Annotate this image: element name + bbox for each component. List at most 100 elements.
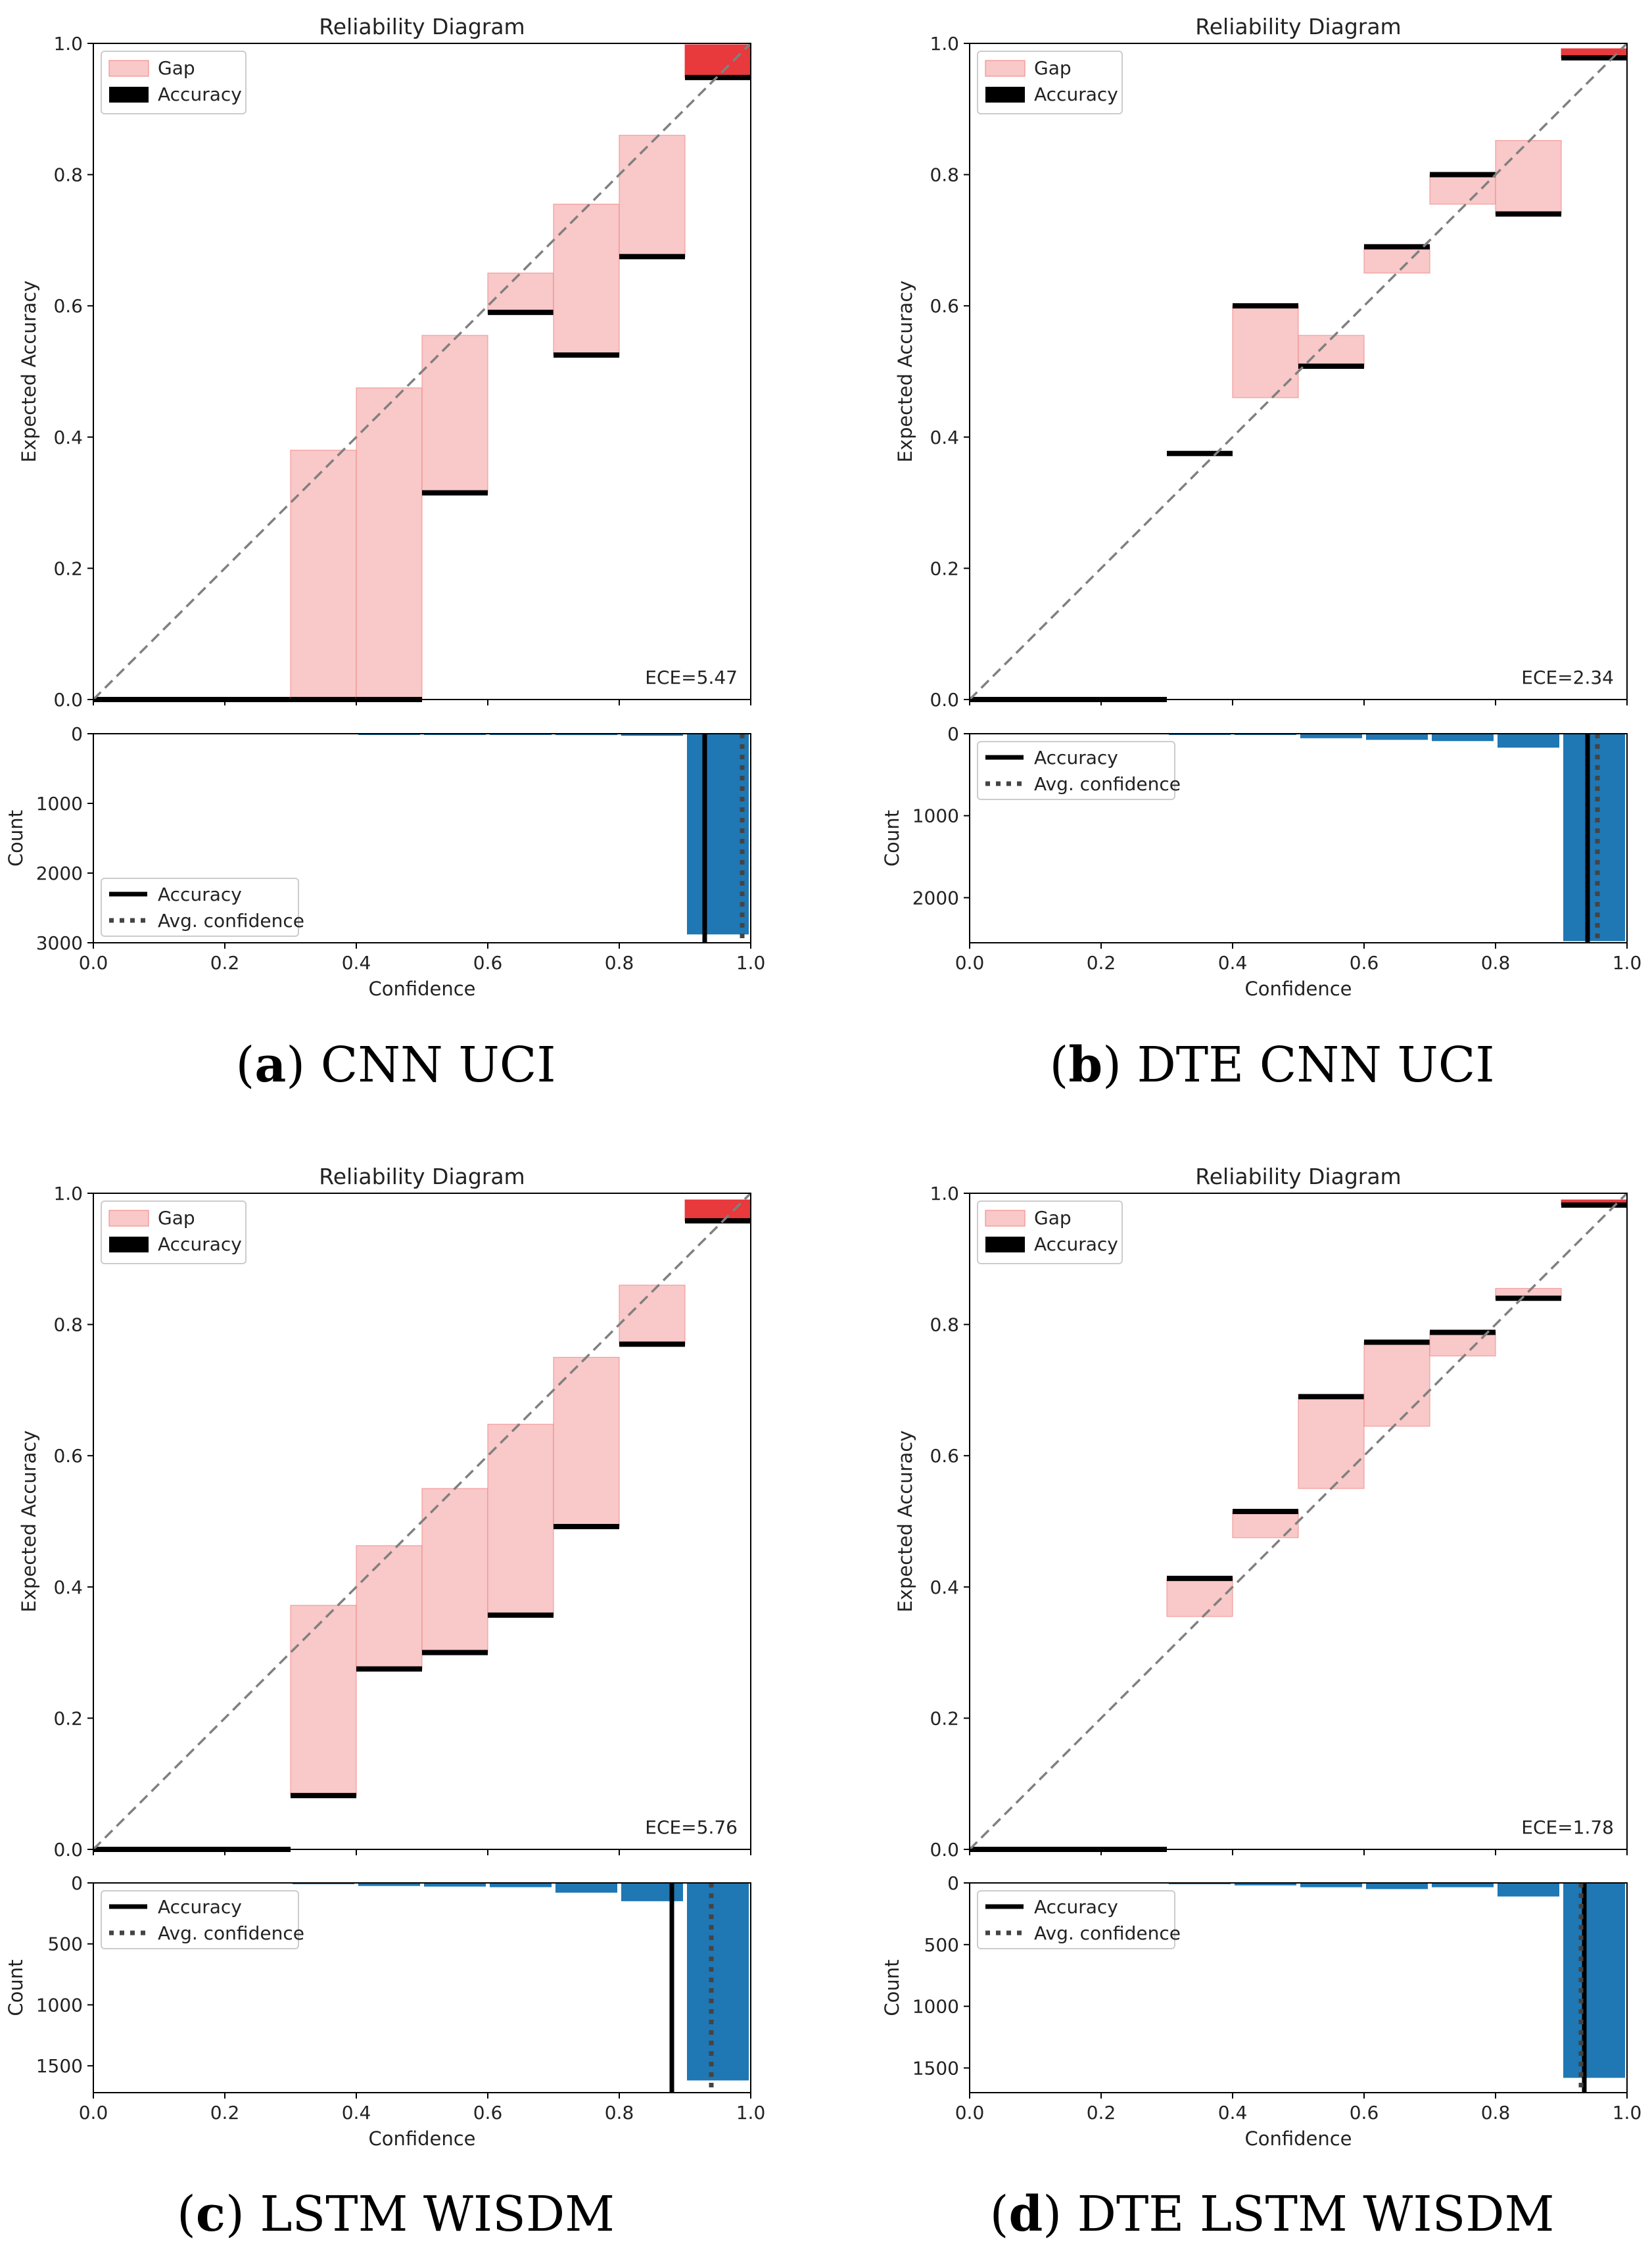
caption-close: ) [1043,2186,1077,2243]
hist-legend: Accuracy Avg. confidence [977,741,1181,800]
count-bar-7 [555,734,617,736]
legend-accuracy-swatch [985,87,1025,103]
xtick-label-0: 0.0 [955,2102,985,2124]
hist-ytick-label-3: 3000 [36,932,83,954]
hist-ylabel: Count [881,810,903,867]
caption-text: DTE LSTM WISDM [1077,2186,1555,2243]
accuracy-bar-9 [685,1218,751,1224]
histogram: 0 500 1000 1500 0.0 0.2 0.4 0.6 0.8 1.0 Confidence… [881,1872,1641,2150]
count-bar-7 [555,1883,617,1893]
caption-letter: a [254,1037,286,1093]
caption-open: ( [177,2186,196,2243]
count-bar-7 [1432,1883,1494,1888]
count-bar-5 [424,1883,486,1887]
ylabel: Expected Accuracy [18,281,40,463]
caption-close: ) [225,2186,260,2243]
count-bar-5 [1300,734,1362,738]
count-bar-8 [1498,1883,1559,1897]
legend-accuracy-swatch [985,1237,1025,1252]
xtick-label-5: 1.0 [1613,952,1642,974]
ece-label: ECE=5.76 [645,1817,738,1838]
count-bar-9 [1563,734,1625,941]
ytick-label-2: 0.4 [53,427,83,448]
xtick-label-5: 1.0 [1613,2102,1642,2124]
ece-label: ECE=1.78 [1521,1817,1614,1838]
xtick-label-1: 0.2 [210,952,240,974]
legend-accuracy-label: Accuracy [1034,83,1118,105]
ece-label: ECE=5.47 [645,667,738,688]
perfect-calibration-line [968,42,1628,701]
xtick-label-3: 0.6 [1350,2102,1379,2124]
legend-gap-swatch [108,60,149,77]
gap-bar-6 [1363,246,1430,273]
caption-text: DTE CNN UCI [1137,1037,1494,1093]
top-legend: Gap Accuracy [101,51,247,114]
gap-bar-4 [1232,1511,1299,1538]
gap-bar-4 [356,1545,423,1670]
ytick-label-5: 1.0 [53,1183,83,1204]
accuracy-bar-4 [1233,303,1298,309]
caption-text: CNN UCI [321,1037,556,1093]
gap-bar-9 [684,1199,751,1222]
accuracy-bar-7 [1430,172,1496,178]
ytick-label-5: 1.0 [930,1183,959,1204]
legend-gap-label: Gap [1034,1207,1072,1229]
perfect-calibration-line [968,1192,1628,1851]
xtick-label-3: 0.6 [1350,952,1379,974]
hist-legend-accuracy-label: Accuracy [158,884,242,905]
ytick-label-4: 0.8 [930,1314,959,1336]
histogram: 0 1000 2000 0.0 0.2 0.4 0.6 0.8 1.0 Confidence Cou… [881,723,1641,1000]
ytick-label-0: 0.0 [53,1839,83,1861]
caption-close: ) [286,1037,320,1093]
accuracy-bar-5 [422,490,488,496]
accuracy-bar-7 [554,1523,619,1529]
gap-bar-5 [1298,1396,1365,1489]
xtick-label-5: 1.0 [736,952,766,974]
hist-legend-avgconf-label: Avg. confidence [1034,773,1181,795]
xtick-label-1: 0.2 [1087,2102,1116,2124]
ytick-label-3: 0.6 [53,295,83,317]
ytick-label-4: 0.8 [53,1314,83,1336]
chart-title: Reliability Diagram [1195,14,1401,39]
chart-title: Reliability Diagram [1195,1164,1401,1189]
hist-ylabel: Count [5,810,27,867]
hist-legend-accuracy-label: Accuracy [1034,747,1118,769]
xtick-label-2: 0.4 [1218,2102,1248,2124]
xtick-label-0: 0.0 [79,2102,108,2124]
hist-legend-box [977,741,1175,800]
legend-gap-label: Gap [158,57,195,79]
gap-bar-7 [553,203,620,356]
panel-a: Reliability Diagram 0.0 0.2 0.4 0.6 0.8 1.0 Exp… [5,14,765,1093]
hist-ytick-label-0: 0 [71,723,83,745]
count-bar-8 [1498,734,1559,748]
ytick-label-1: 0.2 [930,558,959,579]
ytick-label-5: 1.0 [53,33,83,55]
gap-bar-5 [421,1488,488,1653]
hist-legend-box [101,878,299,937]
gap-bar-3 [290,1605,357,1796]
legend-accuracy-label: Accuracy [1034,1233,1118,1255]
ece-label: ECE=2.34 [1521,667,1614,688]
accuracy-bar-5 [1298,1394,1364,1400]
ytick-label-3: 0.6 [930,295,959,317]
hist-ytick-label-2: 2000 [912,887,959,909]
top-plot-frame [93,43,751,700]
accuracy-bar-5 [422,1650,488,1655]
accuracy-bar-6 [1364,244,1430,250]
hist-ytick-label-2: 1000 [36,1994,83,2016]
hist-ytick-label-1: 1000 [36,793,83,815]
count-bar-9 [687,1883,749,2081]
count-bar-9 [1563,1883,1625,2078]
accuracy-bar-8 [619,254,685,260]
ylabel: Expected Accuracy [18,1431,40,1613]
ytick-label-5: 1.0 [930,33,959,55]
ytick-label-2: 0.4 [930,427,959,448]
top-legend: Gap Accuracy [977,1200,1123,1264]
xtick-label-3: 0.6 [473,2102,503,2124]
ytick-label-2: 0.4 [930,1577,959,1598]
legend-gap-swatch [985,60,1026,77]
caption: (d) DTE LSTM WISDM [990,2186,1555,2243]
legend-accuracy-swatch [109,1237,149,1252]
legend-gap-label: Gap [1034,57,1072,79]
hist-frame [93,1882,751,2093]
